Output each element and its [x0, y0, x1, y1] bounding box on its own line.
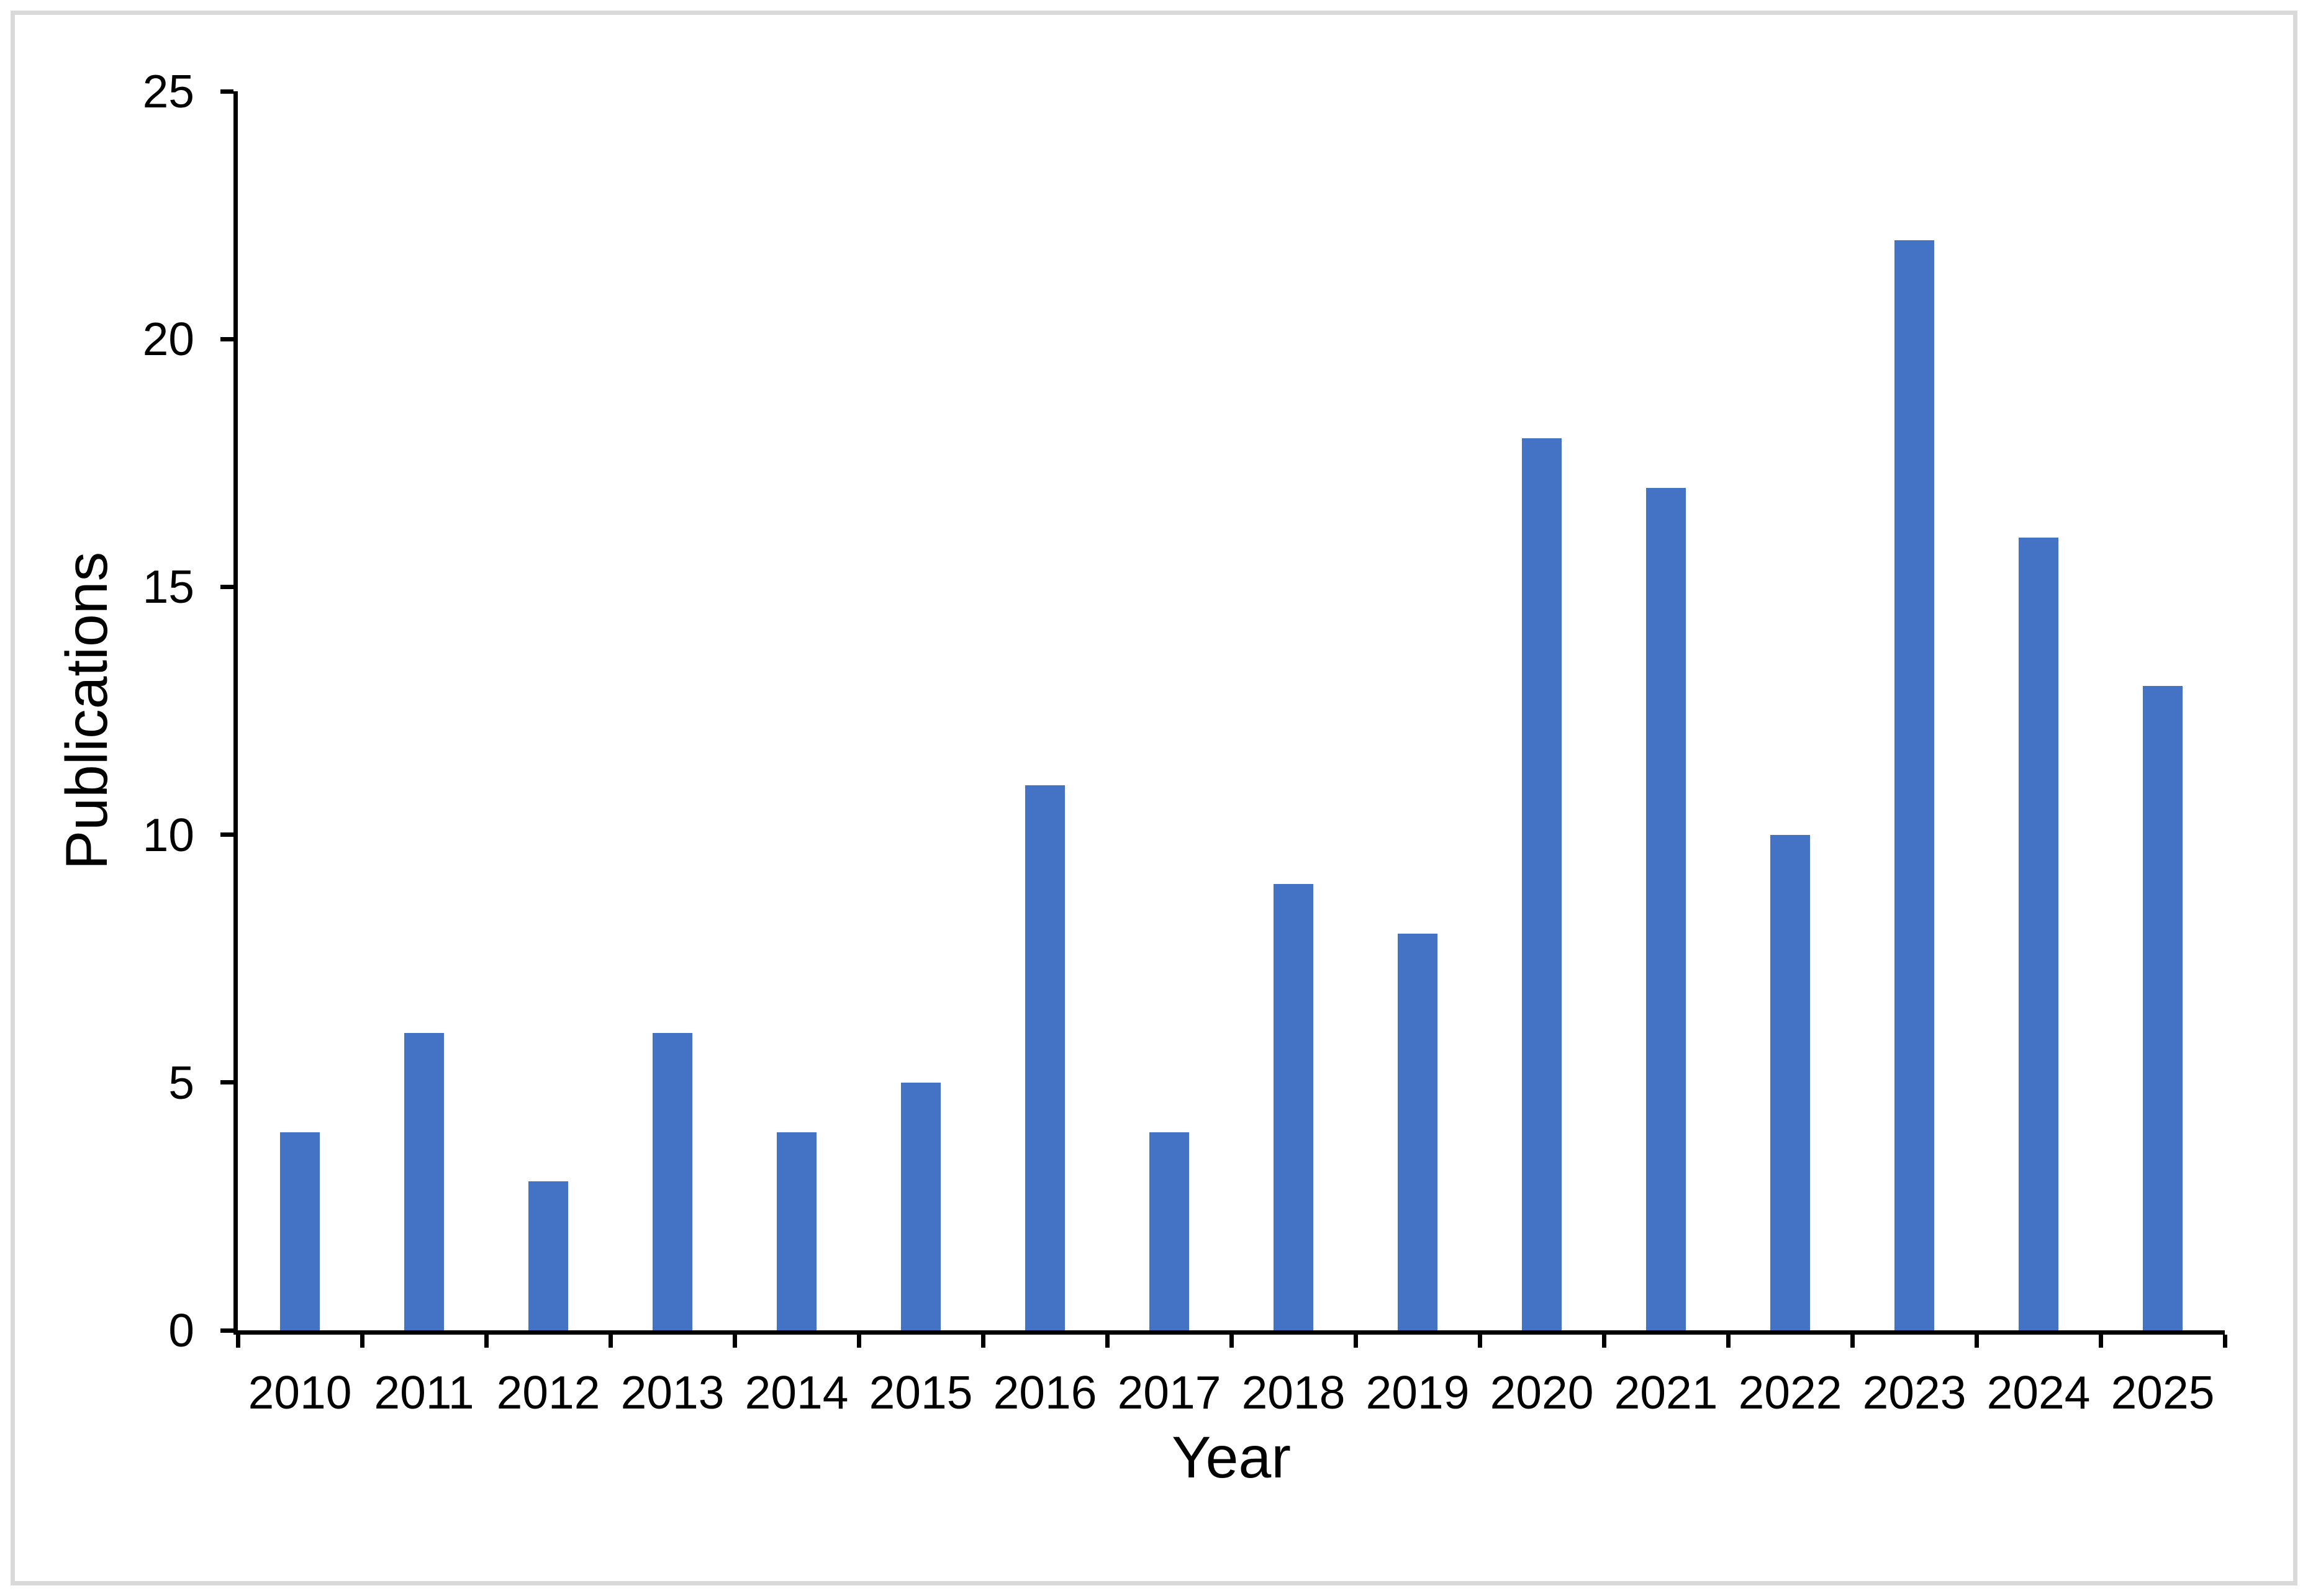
- bar-2022: [1770, 834, 1810, 1330]
- bar-2017: [1149, 1132, 1189, 1330]
- bar-2016: [1025, 785, 1065, 1330]
- x-tick-boundary-9: [1353, 1335, 1358, 1348]
- x-tick-label-2021: 2021: [1614, 1366, 1718, 1418]
- y-tick-5: [220, 1080, 233, 1085]
- x-tick-label-2020: 2020: [1490, 1366, 1594, 1418]
- y-tick-label-15: 15: [142, 561, 194, 613]
- x-tick-label-2011: 2011: [374, 1366, 474, 1418]
- y-tick-15: [220, 584, 233, 589]
- y-tick-0: [220, 1328, 233, 1333]
- x-tick-boundary-4: [732, 1335, 737, 1348]
- bar-2010: [280, 1132, 320, 1330]
- y-tick-25: [220, 89, 233, 94]
- bar-2025: [2143, 686, 2183, 1330]
- x-tick-boundary-16: [2222, 1335, 2227, 1348]
- y-axis-line: [233, 91, 238, 1335]
- bar-2011: [404, 1032, 444, 1330]
- x-tick-boundary-11: [1601, 1335, 1606, 1348]
- x-tick-boundary-6: [980, 1335, 985, 1348]
- y-tick-label-0: 0: [168, 1304, 194, 1356]
- x-tick-label-2018: 2018: [1241, 1366, 1346, 1418]
- y-axis-title: Publications: [54, 551, 120, 870]
- bar-2023: [1894, 240, 1934, 1330]
- bar-2013: [653, 1032, 692, 1330]
- x-tick-boundary-13: [1850, 1335, 1855, 1348]
- x-tick-label-2012: 2012: [496, 1366, 600, 1418]
- bar-2019: [1398, 934, 1437, 1330]
- x-tick-boundary-3: [608, 1335, 613, 1348]
- x-tick-label-2023: 2023: [1862, 1366, 1966, 1418]
- x-tick-boundary-1: [360, 1335, 364, 1348]
- y-tick-label-25: 25: [142, 65, 194, 117]
- x-tick-label-2022: 2022: [1738, 1366, 1842, 1418]
- x-tick-boundary-8: [1229, 1335, 1234, 1348]
- bar-2012: [528, 1181, 568, 1330]
- bar-2020: [1522, 438, 1562, 1330]
- y-tick-label-20: 20: [142, 313, 194, 366]
- bar-2024: [2019, 537, 2058, 1330]
- y-tick-20: [220, 336, 233, 341]
- x-tick-label-2010: 2010: [248, 1366, 352, 1418]
- x-tick-boundary-2: [484, 1335, 489, 1348]
- x-axis-title: Year: [1172, 1425, 1291, 1490]
- x-tick-boundary-7: [1105, 1335, 1110, 1348]
- y-tick-label-10: 10: [142, 808, 194, 861]
- x-tick-boundary-0: [235, 1335, 240, 1348]
- bar-2014: [777, 1132, 817, 1330]
- x-tick-boundary-15: [2098, 1335, 2103, 1348]
- x-tick-label-2013: 2013: [620, 1366, 725, 1418]
- x-tick-label-2017: 2017: [1117, 1366, 1221, 1418]
- x-tick-boundary-10: [1477, 1335, 1482, 1348]
- x-tick-boundary-5: [856, 1335, 861, 1348]
- x-tick-boundary-12: [1726, 1335, 1731, 1348]
- x-tick-label-2024: 2024: [1986, 1366, 2091, 1418]
- y-tick-10: [220, 832, 233, 837]
- x-tick-boundary-14: [1974, 1335, 1979, 1348]
- bar-2021: [1646, 487, 1686, 1330]
- plot-area: 0 5 10 15 20 25 2010 2011 2012 2013 2014 2015 2016 2…: [54, 65, 2227, 1490]
- y-tick-label-5: 5: [168, 1056, 194, 1109]
- x-tick-label-2015: 2015: [869, 1366, 973, 1418]
- x-tick-label-2025: 2025: [2111, 1366, 2215, 1418]
- x-tick-label-2016: 2016: [993, 1366, 1097, 1418]
- bar-2018: [1274, 884, 1313, 1330]
- x-tick-label-2019: 2019: [1365, 1366, 1470, 1418]
- x-axis-line: [238, 1330, 2225, 1335]
- x-tick-label-2014: 2014: [744, 1366, 849, 1418]
- bar-2015: [901, 1082, 941, 1330]
